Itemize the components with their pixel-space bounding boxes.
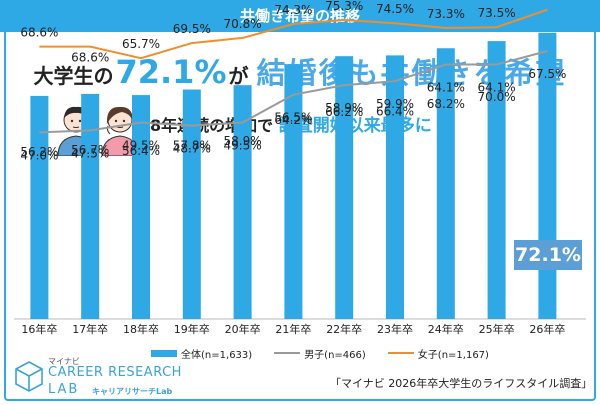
content-frame xyxy=(4,32,596,401)
logo-lab: LAB xyxy=(48,382,80,397)
banner-title: 共働き希望の推移 xyxy=(0,0,600,32)
headline-number: 72.1% xyxy=(115,53,227,91)
legend-item-total: 全体(n=1,633) xyxy=(151,346,252,361)
logo-kana: キャリアリサーチLab xyxy=(92,387,173,396)
latest-total-callout: 72.1% xyxy=(514,240,582,270)
headline-phrase: 結婚後も共働きを希望 xyxy=(256,56,567,90)
legend-label-total: 全体(n=1,633) xyxy=(181,349,253,361)
source-note: 「マイナビ 2026年卒大学生のライフスタイル調査」 xyxy=(330,377,593,390)
headline-particle: が xyxy=(228,64,249,88)
students-illustration-icon xyxy=(57,106,139,156)
subheadline: 8年連続の増加で 調査開始以来最多に xyxy=(150,111,570,139)
legend-swatch-male xyxy=(274,352,301,354)
legend-swatch-total xyxy=(151,349,178,357)
subheadline-part1: 8年連続の増加で xyxy=(150,116,274,135)
headline-prefix: 大学生の xyxy=(33,64,114,88)
chart-legend: 全体(n=1,633) 男子(n=466) 女子(n=1,167) xyxy=(120,346,520,361)
logo-main: CAREER RESEARCH xyxy=(48,365,182,380)
career-research-lab-logo: マイナビ CAREER RESEARCH LAB キャリアリサーチLab xyxy=(14,356,184,400)
legend-label-female: 女子(n=1,167) xyxy=(417,349,489,361)
subheadline-part2: 調査開始以来最多に xyxy=(278,116,432,136)
cube-logo-icon xyxy=(15,361,43,392)
legend-label-male: 男子(n=466) xyxy=(304,349,366,361)
headline: 大学生の 72.1% が 結婚後も共働きを希望 xyxy=(0,50,600,98)
legend-swatch-female xyxy=(387,352,414,354)
legend-item-male: 男子(n=466) xyxy=(274,346,366,361)
logo-super: マイナビ xyxy=(48,357,80,366)
legend-item-female: 女子(n=1,167) xyxy=(387,346,489,361)
